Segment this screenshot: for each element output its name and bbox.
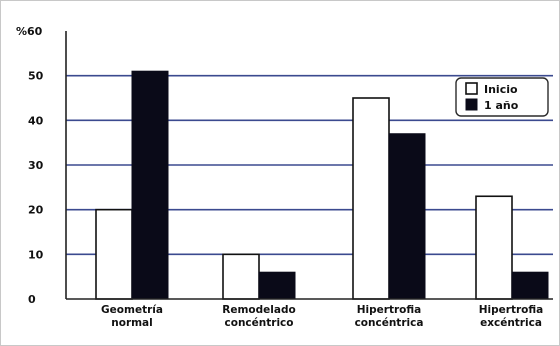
- bar-1-ano-1: [131, 70, 169, 300]
- bar-inicio-3: [352, 97, 390, 300]
- category-label-1-line-1: Geometría: [101, 304, 163, 316]
- axes: [65, 31, 553, 300]
- y-tick-label-0: 0: [28, 293, 36, 306]
- legend-swatch-1-ano: [465, 98, 478, 111]
- y-unit-label: %60: [16, 25, 43, 38]
- y-tick-label-40: 40: [28, 114, 44, 127]
- category-label-3-line-2: concéntrica: [355, 317, 424, 329]
- bar-inicio-1: [95, 208, 133, 300]
- y-tick-label-10: 10: [28, 248, 44, 261]
- legend-label-inicio: Inicio: [484, 83, 518, 96]
- bar-inicio-2: [222, 253, 260, 300]
- legend: Inicio 1 año: [455, 77, 549, 117]
- category-label-3-line-1: Hipertrofia: [357, 304, 421, 316]
- category-label-2-line-1: Remodelado: [222, 304, 295, 316]
- y-tick-label-50: 50: [28, 70, 44, 83]
- bar-inicio-4: [475, 195, 513, 300]
- category-label-2-line-2: concéntrico: [225, 317, 294, 329]
- bar-1-ano-3: [388, 133, 426, 300]
- bar-1-ano-4: [511, 271, 549, 300]
- bar-1-ano-2: [258, 271, 296, 300]
- legend-swatch-inicio: [465, 82, 478, 95]
- y-tick-label-20: 20: [28, 204, 44, 217]
- bars: [95, 70, 549, 300]
- y-tick-label-30: 30: [28, 159, 44, 172]
- labels: 01020304050%60GeometríanormalRemodeladoc…: [16, 25, 543, 329]
- legend-box: [455, 77, 549, 117]
- category-label-1-line-2: normal: [111, 317, 153, 329]
- legend-label-1-ano: 1 año: [484, 99, 519, 112]
- category-label-4-line-1: Hipertrofia: [479, 304, 543, 316]
- category-label-4-line-2: excéntrica: [480, 317, 542, 329]
